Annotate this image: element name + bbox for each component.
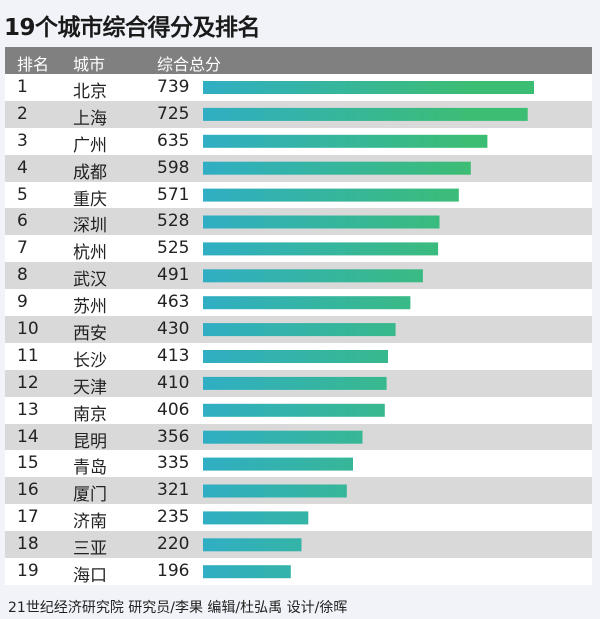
score-label: 491 xyxy=(157,265,190,286)
bar-4 xyxy=(203,161,471,175)
bar-18 xyxy=(203,538,302,552)
chart-title: 19个城市综合得分及排名 xyxy=(4,15,261,41)
score-label: 571 xyxy=(157,184,190,205)
credits-footer: 21世纪经济研究院 研究员/李果 编辑/杜弘禹 设计/徐晖 xyxy=(8,600,348,616)
rank-label: 14 xyxy=(17,426,39,447)
city-label: 苏州 xyxy=(73,297,107,318)
score-label: 430 xyxy=(157,319,190,340)
city-label: 济南 xyxy=(73,512,107,533)
score-label: 739 xyxy=(157,77,190,97)
rank-label: 1 xyxy=(17,77,28,97)
bar-5 xyxy=(203,188,459,202)
city-label: 武汉 xyxy=(73,270,107,291)
city-label: 长沙 xyxy=(73,350,107,371)
rank-label: 19 xyxy=(17,561,39,582)
bar-layer xyxy=(203,81,534,579)
city-label: 海口 xyxy=(73,566,107,587)
city-label: 西安 xyxy=(73,324,107,345)
table-row: 19 海口 196 xyxy=(5,558,592,587)
city-label: 南京 xyxy=(73,404,107,425)
rank-label: 17 xyxy=(17,507,39,528)
score-label: 335 xyxy=(157,453,190,474)
rank-label: 12 xyxy=(17,372,39,393)
city-label: 杭州 xyxy=(73,243,107,264)
rank-label: 5 xyxy=(17,184,28,205)
city-label: 三亚 xyxy=(73,539,107,560)
table-row: 18 三亚 220 xyxy=(5,531,592,560)
bar-1 xyxy=(203,81,534,94)
score-label: 598 xyxy=(157,157,190,178)
bar-12 xyxy=(203,376,387,390)
rank-label: 18 xyxy=(17,534,39,555)
bar-14 xyxy=(203,430,363,444)
rank-label: 6 xyxy=(17,211,28,232)
score-label: 528 xyxy=(157,211,190,232)
rank-label: 13 xyxy=(17,399,39,420)
bar-13 xyxy=(203,403,385,417)
rank-label: 9 xyxy=(17,292,28,313)
score-label: 725 xyxy=(157,103,190,124)
score-label: 196 xyxy=(157,561,190,582)
bar-16 xyxy=(203,484,347,498)
bar-19 xyxy=(203,565,291,579)
table-row: 5 重庆 571 xyxy=(5,181,592,210)
city-label: 青岛 xyxy=(73,458,107,479)
bar-11 xyxy=(203,350,388,363)
bar-3 xyxy=(203,134,488,148)
city-label: 天津 xyxy=(73,377,107,398)
rank-label: 2 xyxy=(17,103,28,124)
table-row: 12 天津 410 xyxy=(5,369,592,398)
city-label: 上海 xyxy=(73,108,107,129)
city-label: 深圳 xyxy=(73,216,107,237)
score-label: 463 xyxy=(157,292,190,313)
rank-label: 3 xyxy=(17,130,28,151)
bar-17 xyxy=(203,511,309,525)
city-label: 昆明 xyxy=(73,431,107,452)
table-row: 11 长沙 413 xyxy=(5,342,592,371)
bar-7 xyxy=(203,242,439,256)
city-label: 成都 xyxy=(73,162,107,183)
header-city: 城市 xyxy=(73,55,106,74)
bar-10 xyxy=(203,323,396,337)
score-label: 321 xyxy=(157,480,190,501)
score-label: 413 xyxy=(157,345,190,366)
rank-label: 11 xyxy=(17,345,39,366)
rank-label: 16 xyxy=(17,480,39,501)
rank-label: 10 xyxy=(17,319,39,340)
rank-label: 15 xyxy=(17,453,39,474)
city-label: 厦门 xyxy=(73,485,107,506)
bar-2 xyxy=(203,107,528,121)
header-score: 综合总分 xyxy=(157,55,222,74)
header-rank: 排名 xyxy=(17,55,50,74)
city-label: 重庆 xyxy=(73,189,107,210)
table-header: 排名 城市 综合总分 xyxy=(5,47,592,74)
bar-9 xyxy=(203,296,411,310)
score-label: 406 xyxy=(157,399,190,420)
rank-label: 7 xyxy=(17,238,28,259)
bar-15 xyxy=(203,457,353,471)
table-row: 1 北京 739 xyxy=(5,74,592,102)
score-label: 410 xyxy=(157,372,190,393)
score-label: 235 xyxy=(157,507,190,528)
city-label: 广州 xyxy=(73,135,107,156)
score-label: 525 xyxy=(157,238,190,259)
bar-8 xyxy=(203,269,423,283)
rank-label: 4 xyxy=(17,157,28,178)
score-label: 220 xyxy=(157,534,190,555)
score-label: 356 xyxy=(157,426,190,447)
bar-6 xyxy=(203,215,440,229)
score-label: 635 xyxy=(157,130,190,151)
city-label: 北京 xyxy=(73,82,107,102)
rank-label: 8 xyxy=(17,265,28,286)
